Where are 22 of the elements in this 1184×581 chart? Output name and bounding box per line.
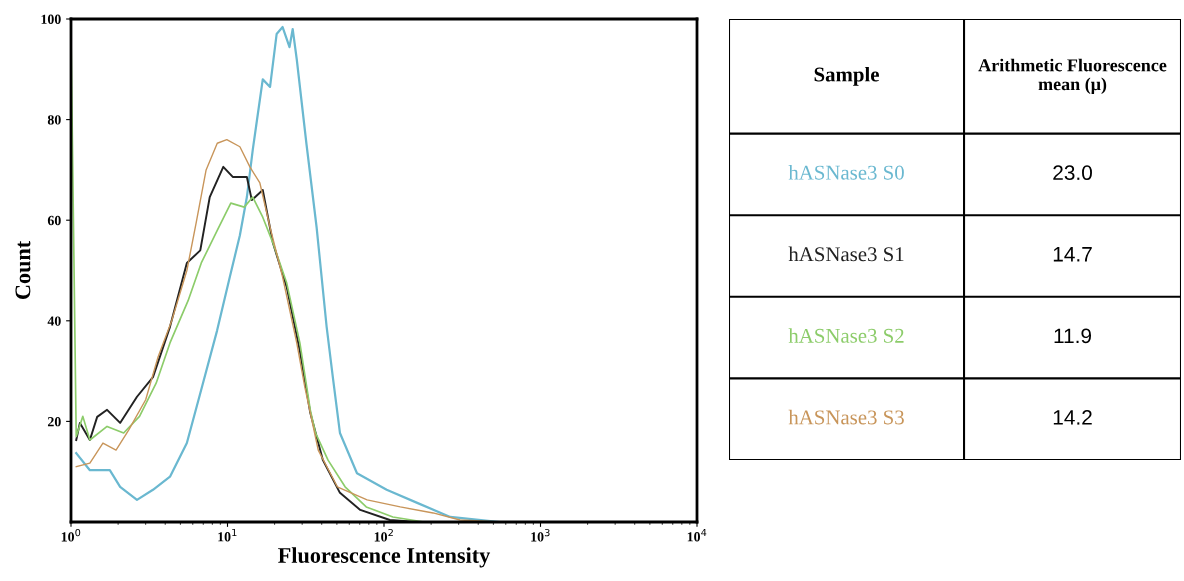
data-label: 14.7 [1053,247,1092,262]
y-tick-label: 40 [47,316,61,326]
data-label: 14.2 [1053,410,1092,425]
text: hASNase3 S1 [788,246,904,262]
x-tick-label: 10$^{3}$ [531,528,550,542]
y-axis-title: Count [15,240,31,300]
y-tick-label: 80 [47,115,61,125]
y-tick-label: 100 [41,14,61,24]
x-tick-label: 10$^{0}$ [61,528,81,542]
x-axis-title: Fluorescence Intensity [278,547,491,568]
y-tick-label: 20 [47,416,61,427]
x-tick-label: 10$^{4}$ [687,528,707,542]
x-tick-label: 10$^{2}$ [374,528,393,542]
data-label: 23.0 [1053,165,1092,181]
text: Sample [814,66,879,86]
x-tick-label: 10$^{1}$ [218,528,237,542]
text: hASNase3 S3 [788,409,904,425]
text: Arithmetic Fluorescence mean (μ) [978,58,1167,94]
data-label: 11.9 [1054,328,1092,344]
y-tick-label: 60 [47,215,61,226]
text: hASNase3 S0 [788,165,904,180]
text: hASNase3 S2 [788,328,904,343]
